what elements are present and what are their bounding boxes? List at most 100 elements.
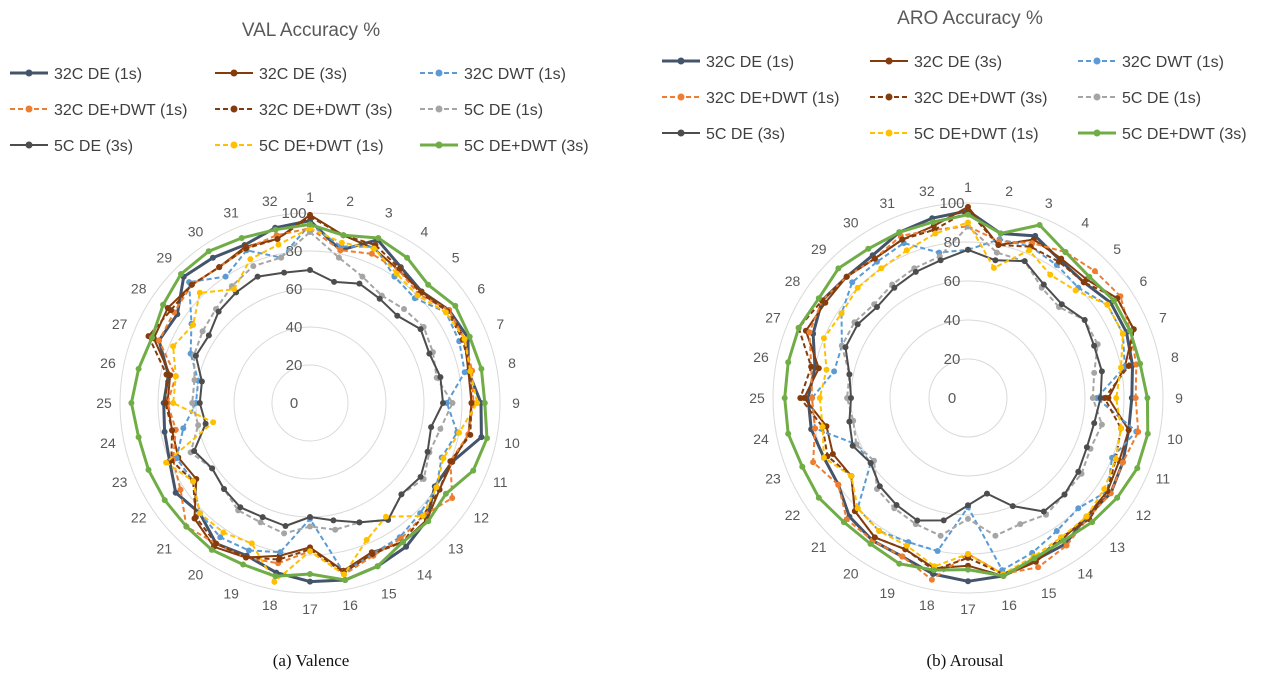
data-point <box>878 265 885 272</box>
category-label: 22 <box>785 507 801 523</box>
data-point <box>849 279 856 286</box>
legend-label: 5C DE (3s) <box>54 138 133 155</box>
series <box>781 211 1151 579</box>
category-label: 17 <box>302 601 318 617</box>
data-point <box>481 400 488 406</box>
data-point <box>846 418 853 425</box>
data-point <box>940 517 947 524</box>
category-label: 18 <box>919 597 935 613</box>
data-point <box>178 271 184 277</box>
data-point <box>848 395 854 401</box>
radial-tick-label: 60 <box>286 281 303 298</box>
radial-tick-label: 40 <box>944 312 961 329</box>
data-point <box>160 301 167 308</box>
category-label: 1 <box>306 189 314 205</box>
category-label: 31 <box>879 195 895 211</box>
data-point <box>307 267 313 273</box>
data-point <box>307 578 313 585</box>
data-point <box>383 513 389 520</box>
data-point <box>849 442 856 449</box>
data-point <box>1063 542 1070 549</box>
data-point <box>831 368 838 375</box>
data-point <box>937 257 944 264</box>
data-point <box>393 270 400 277</box>
data-point <box>272 573 279 580</box>
data-point <box>419 512 426 519</box>
data-point <box>356 519 363 526</box>
legend-item: 5C DE+DWT (1s) <box>215 138 384 155</box>
data-point <box>337 247 344 254</box>
legend-label: 32C DE (3s) <box>914 54 1002 71</box>
series-line <box>147 215 473 574</box>
grid-circle <box>928 358 1008 438</box>
data-point <box>274 236 281 242</box>
data-point <box>307 213 313 220</box>
data-point <box>278 254 285 261</box>
data-point <box>456 429 463 436</box>
data-point <box>215 308 222 315</box>
data-point <box>177 486 184 493</box>
category-label: 11 <box>1156 471 1171 487</box>
data-point <box>209 465 216 472</box>
data-point <box>240 561 247 568</box>
legend-item: 5C DE (3s) <box>662 126 785 143</box>
data-point <box>468 400 475 406</box>
data-point <box>1040 508 1047 515</box>
category-label: 12 <box>1136 507 1152 523</box>
data-point <box>1135 428 1142 435</box>
data-point <box>848 473 855 479</box>
data-point <box>1134 465 1141 472</box>
data-point <box>478 365 485 372</box>
figure-caption: (b) Arousal <box>927 651 1004 670</box>
data-point <box>398 491 405 498</box>
data-point <box>342 577 349 583</box>
data-point <box>198 378 205 385</box>
data-point <box>867 540 874 547</box>
category-label: 8 <box>508 355 516 371</box>
data-point <box>425 281 432 288</box>
grid-circle <box>233 326 387 480</box>
data-point <box>912 268 919 275</box>
data-point <box>196 289 203 296</box>
category-label: 29 <box>811 241 827 257</box>
data-point <box>1083 444 1090 451</box>
data-point <box>1125 363 1132 369</box>
radial-tick-label: 0 <box>290 395 298 412</box>
data-point <box>191 448 198 454</box>
data-point <box>172 489 179 496</box>
data-point <box>271 578 278 585</box>
data-point <box>375 235 382 241</box>
data-point <box>156 337 162 344</box>
data-point <box>1080 279 1087 286</box>
data-point <box>1144 395 1151 401</box>
data-point <box>865 245 872 252</box>
data-point <box>170 400 177 406</box>
data-point <box>209 254 216 261</box>
series <box>816 219 1126 577</box>
data-point <box>461 369 468 376</box>
data-point <box>903 542 910 549</box>
data-point <box>307 571 313 577</box>
data-point <box>1091 369 1098 376</box>
data-point <box>190 321 197 328</box>
data-point <box>417 326 424 333</box>
data-point <box>168 307 174 314</box>
data-point <box>815 494 822 501</box>
legend-item: 5C DE (3s) <box>10 138 133 155</box>
grid-circle <box>772 202 1164 594</box>
data-point <box>993 249 1000 256</box>
radial-tick-label: 100 <box>281 205 306 222</box>
data-point <box>992 532 999 539</box>
legend-label: 5C DE+DWT (1s) <box>914 126 1039 143</box>
chart-title: ARO Accuracy % <box>897 8 1043 29</box>
legend-marker <box>1093 57 1101 65</box>
data-point <box>1114 494 1121 501</box>
data-point <box>368 250 375 257</box>
grid-circle <box>889 319 1047 477</box>
category-label: 13 <box>1109 539 1125 555</box>
legend-item: 32C DE+DWT (3s) <box>870 90 1048 107</box>
data-point <box>281 530 288 537</box>
data-point <box>1081 317 1088 323</box>
data-point <box>1086 273 1093 280</box>
category-label: 28 <box>131 281 147 297</box>
